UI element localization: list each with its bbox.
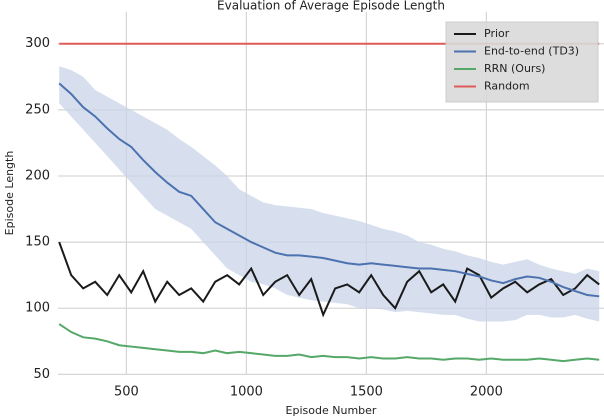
- legend-label: Random: [484, 80, 530, 93]
- legend-label: RRN (Ours): [484, 62, 545, 75]
- series-line: [58, 82, 600, 298]
- x-tick-label: 1500: [350, 385, 383, 400]
- legend-box: [445, 21, 599, 103]
- x-tick-label: 1000: [230, 385, 263, 400]
- legend-label: End-to-end (TD3): [484, 45, 579, 58]
- y-tick-label: 50: [33, 367, 50, 382]
- x-tick-label: 2000: [470, 385, 503, 400]
- y-tick-label: 150: [25, 235, 50, 250]
- x-axis-label: Episode Number: [286, 404, 377, 417]
- series-line: [58, 241, 600, 318]
- y-tick-label: 100: [25, 301, 50, 316]
- y-axis-label: Episode Length: [3, 151, 16, 236]
- y-tick-label: 300: [25, 36, 50, 51]
- series-line: [58, 323, 600, 363]
- chart-title: Evaluation of Average Episode Length: [217, 0, 445, 13]
- legend-label: Prior: [484, 27, 510, 40]
- y-tick-label: 200: [25, 168, 50, 183]
- confidence-band: [59, 66, 600, 322]
- plot: [58, 42, 600, 363]
- x-tick-label: 500: [114, 385, 139, 400]
- y-tick-label: 250: [25, 102, 50, 117]
